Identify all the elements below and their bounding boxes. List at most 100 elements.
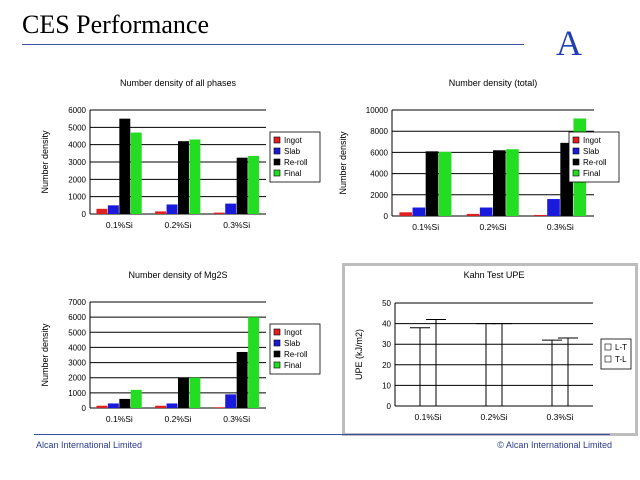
- legend-label: Ingot: [284, 328, 303, 337]
- legend-label: Ingot: [583, 136, 602, 145]
- legend-swatch: [604, 355, 612, 363]
- bar-final: [189, 139, 201, 214]
- legend-swatch: [273, 169, 281, 177]
- bar-ingot: [96, 208, 108, 214]
- bar-slab: [412, 207, 426, 216]
- y-tick-label: 20: [382, 361, 391, 370]
- y-tick-label: 50: [382, 299, 391, 308]
- footer-company: Alcan International Limited: [36, 440, 143, 450]
- legend-label: T-L: [615, 355, 627, 364]
- chart-all-phases: Number density of all phases Number densi…: [18, 70, 323, 245]
- y-tick-label: 8000: [370, 127, 388, 136]
- y-axis-label: Number density: [338, 131, 348, 195]
- footer-rule: [34, 434, 610, 435]
- title-rule: [22, 44, 524, 45]
- bar-ingot: [96, 405, 108, 408]
- x-tick-label: 0.2%Si: [480, 222, 507, 232]
- bar-ingot: [534, 214, 547, 216]
- y-tick-label: 7000: [68, 298, 86, 307]
- y-axis-label: Number density: [40, 130, 50, 194]
- bar-slab: [225, 394, 237, 408]
- x-tick-label: 0.3%Si: [547, 412, 574, 422]
- y-axis-label: Number density: [40, 323, 50, 387]
- bar-final: [438, 151, 452, 216]
- legend-label: Final: [284, 361, 302, 370]
- bar-slab: [107, 205, 119, 214]
- x-tick-label: 0.1%Si: [415, 412, 442, 422]
- bar-final: [130, 389, 142, 408]
- bar-re-roll: [119, 118, 131, 214]
- chart-total-density-svg: Number density (total) Number density 0 200…: [338, 78, 620, 232]
- x-tick-label: 0.2%Si: [165, 414, 192, 424]
- legend-swatch: [572, 136, 580, 144]
- alcan-logo: A: [556, 23, 582, 63]
- chart-all-phases-svg: Number density of all phases Number densi…: [40, 78, 321, 230]
- legend-swatch: [273, 328, 281, 336]
- chart-mg2s-density: Number density of Mg2S Number density 0 100…: [18, 262, 323, 437]
- legend-swatch: [273, 350, 281, 358]
- y-tick-label: 0: [384, 212, 389, 221]
- bar-ingot: [155, 211, 167, 214]
- chart-title: Number density (total): [449, 78, 538, 88]
- legend-swatch: [273, 147, 281, 155]
- slide-title: CES Performance: [22, 10, 210, 39]
- chart-title: Kahn Test UPE: [464, 270, 525, 280]
- footer-copyright: © Alcan International Limited: [497, 440, 612, 450]
- x-tick-label: 0.3%Si: [547, 222, 574, 232]
- legend-label: Final: [583, 169, 601, 178]
- chart-title: Number density of Mg2S: [128, 270, 227, 280]
- y-tick-label: 40: [382, 320, 391, 329]
- legend-swatch: [273, 136, 281, 144]
- y-tick-label: 10000: [366, 106, 389, 115]
- legend-label: Re-roll: [284, 158, 308, 167]
- bar-re-roll: [493, 150, 506, 216]
- y-tick-label: 0: [82, 404, 87, 413]
- bar-re-roll: [178, 141, 189, 214]
- y-tick-label: 6000: [68, 313, 86, 322]
- y-tick-label: 10: [382, 381, 391, 390]
- bar-slab: [166, 403, 178, 408]
- legend-swatch: [572, 147, 580, 155]
- bar-final: [189, 377, 201, 408]
- y-tick-label: 3000: [68, 359, 86, 368]
- bar-final: [506, 149, 519, 216]
- y-tick-label: 5000: [68, 123, 86, 132]
- y-tick-label: 4000: [68, 343, 86, 352]
- chart-total-density: Number density (total) Number density 0 200…: [326, 70, 631, 245]
- y-tick-label: 2000: [68, 175, 86, 184]
- bar-final: [130, 132, 142, 214]
- bar-ingot: [399, 212, 413, 216]
- x-tick-label: 0.3%Si: [223, 220, 250, 230]
- bar-re-roll: [236, 157, 248, 214]
- x-tick-label: 0.2%Si: [165, 220, 192, 230]
- x-tick-label: 0.3%Si: [223, 414, 250, 424]
- bar-slab: [107, 403, 119, 408]
- bar-final: [248, 155, 260, 214]
- chart-kahn-test: Kahn Test UPE UPE (kJ/m2) 0 10 20 30 40 50 0.1%S…: [342, 263, 638, 436]
- legend-swatch: [273, 361, 281, 369]
- y-tick-label: 30: [382, 340, 391, 349]
- chart-kahn-test-svg: Kahn Test UPE UPE (kJ/m2) 0 10 20 30 40 50 0.1%S…: [354, 270, 632, 422]
- bar-slab: [547, 199, 560, 216]
- chart-title: Number density of all phases: [120, 78, 237, 88]
- bar-ingot: [466, 213, 480, 216]
- legend-swatch: [604, 343, 612, 351]
- legend-swatch: [273, 158, 281, 166]
- legend-swatch: [273, 339, 281, 347]
- y-tick-label: 1000: [68, 389, 86, 398]
- y-tick-label: 3000: [68, 158, 86, 167]
- y-tick-label: 1000: [68, 193, 86, 202]
- bar-slab: [225, 203, 237, 214]
- bar-slab: [479, 207, 493, 216]
- legend-swatch: [572, 158, 580, 166]
- legend-label: Ingot: [284, 136, 303, 145]
- y-tick-label: 4000: [370, 170, 388, 179]
- y-axis-label: UPE (kJ/m2): [354, 329, 364, 380]
- bar-final: [248, 317, 260, 408]
- bar-re-roll: [119, 398, 131, 408]
- y-tick-label: 0: [387, 402, 392, 411]
- bar-ingot: [155, 405, 167, 408]
- y-tick-label: 5000: [68, 328, 86, 337]
- bar-re-roll: [236, 351, 248, 408]
- chart-mg2s-density-svg: Number density of Mg2S Number density 0 100…: [40, 270, 321, 424]
